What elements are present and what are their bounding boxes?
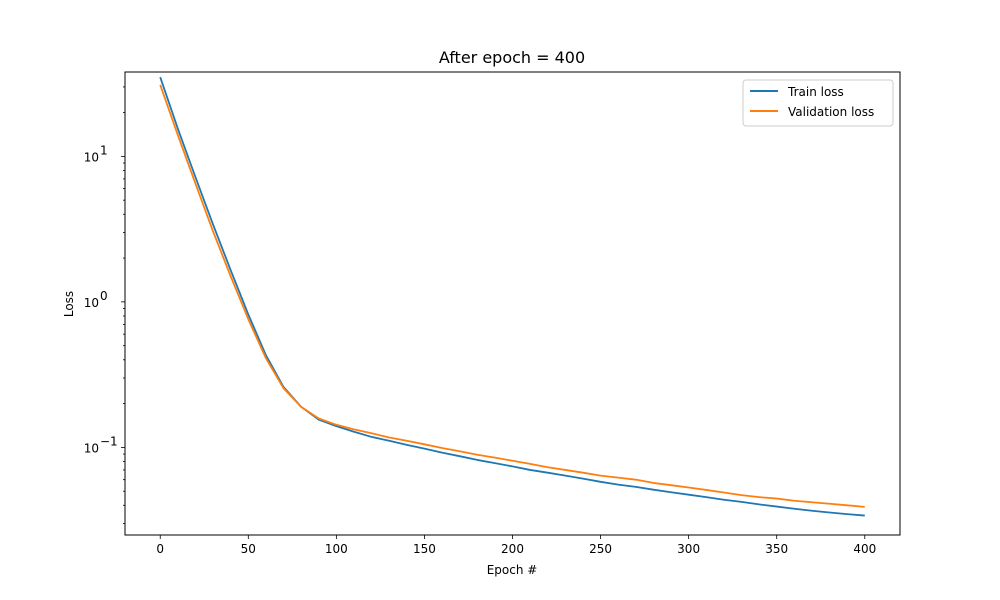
legend-box	[742, 79, 894, 127]
y-tick-exponent: 1	[100, 143, 108, 157]
y-tick-exponent: 0	[100, 289, 108, 303]
x-tick-label: 100	[325, 542, 348, 556]
x-tick-label: 300	[677, 542, 700, 556]
x-tick-label: 400	[853, 542, 876, 556]
x-tick-label: 50	[241, 542, 256, 556]
validation-loss-line	[159, 84, 865, 508]
y-tick-exponent: −1	[100, 434, 118, 448]
train-loss-line	[159, 76, 865, 517]
plot-frame	[124, 71, 901, 536]
series-layer	[159, 76, 865, 517]
y-axis-label: Loss	[62, 291, 76, 317]
legend: Train loss Validation loss	[742, 79, 894, 127]
x-tick-label: 250	[589, 542, 612, 556]
x-tick-label: 200	[501, 542, 524, 556]
legend-validation-label: Validation loss	[788, 105, 874, 119]
x-tick-label: 150	[413, 542, 436, 556]
y-tick-label: 10	[84, 441, 99, 455]
y-tick-label: 10	[84, 150, 99, 164]
y-tick-label: 10	[84, 296, 99, 310]
x-axis-label: Epoch #	[487, 563, 538, 577]
legend-train-label: Train loss	[787, 85, 844, 99]
chart-title: After epoch = 400	[439, 48, 585, 67]
x-tick-label: 350	[765, 542, 788, 556]
x-tick-label: 0	[156, 542, 164, 556]
